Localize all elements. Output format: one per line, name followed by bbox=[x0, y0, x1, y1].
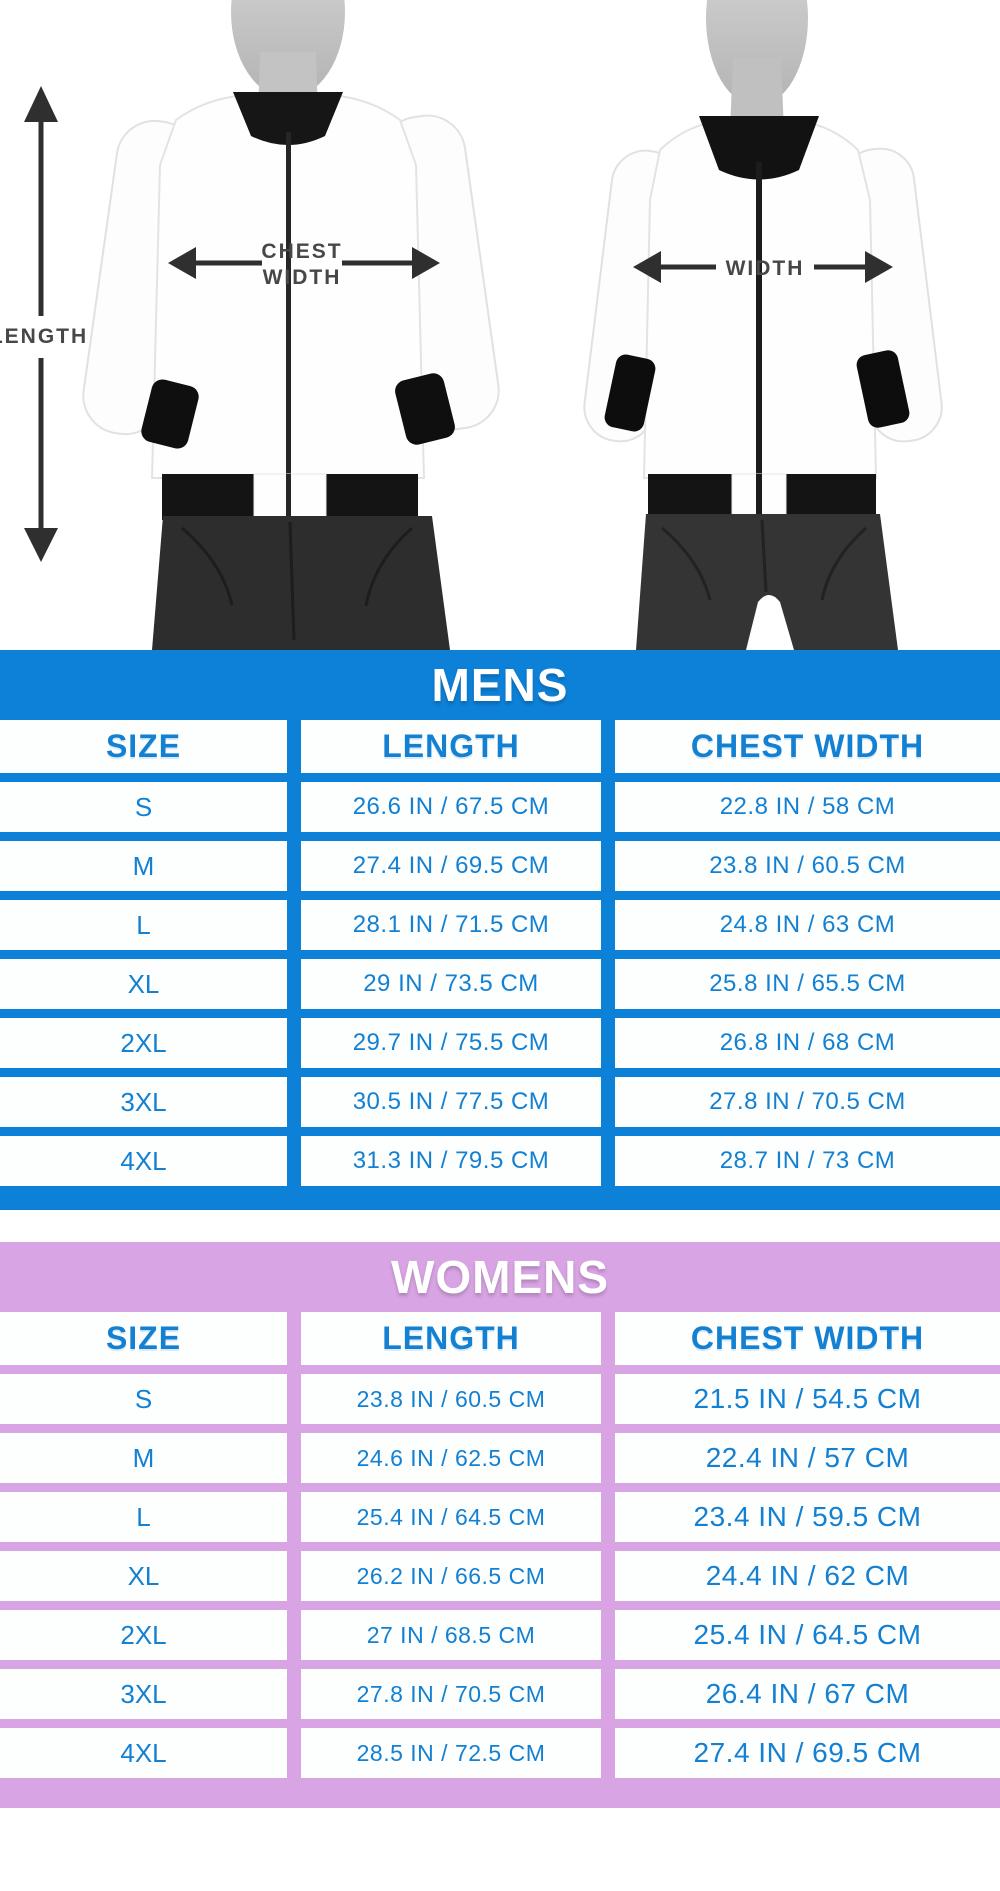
chest-width-label-line2: WIDTH bbox=[263, 266, 342, 289]
jeans-fly bbox=[288, 521, 296, 641]
mens-row-3xl-size: 3XL bbox=[0, 1077, 287, 1127]
womens-row-2xl-size: 2XL bbox=[0, 1610, 287, 1660]
mens-table-title: MENS bbox=[431, 659, 569, 711]
womens-row-xl-length: 26.2 IN / 66.5 CM bbox=[301, 1551, 601, 1601]
arrow-left-icon bbox=[633, 251, 661, 283]
womens-row-l-chest: 23.4 IN / 59.5 CM bbox=[615, 1492, 1000, 1542]
jacket-collar bbox=[699, 116, 819, 180]
jacket-cuff-right bbox=[856, 350, 910, 428]
womens-row-xl-chest: 24.4 IN / 62 CM bbox=[615, 1551, 1000, 1601]
jeans-pocket-right bbox=[364, 526, 414, 607]
jacket-cuff-left bbox=[141, 379, 199, 449]
arrow-right-icon bbox=[865, 251, 893, 283]
womens-row-xl-size: XL bbox=[0, 1551, 287, 1601]
chest-width-arrow: CHEST WIDTH bbox=[168, 240, 440, 289]
mens-row-m-size: M bbox=[0, 841, 287, 891]
mens-mannequin bbox=[82, 0, 500, 650]
jeans bbox=[636, 514, 898, 650]
mens-row-3xl-length: 30.5 IN / 77.5 CM bbox=[301, 1077, 601, 1127]
mens-column-header-length: LENGTH bbox=[301, 720, 601, 773]
mens-row-2xl-length: 29.7 IN / 75.5 CM bbox=[301, 1018, 601, 1068]
jacket-collar bbox=[233, 92, 343, 145]
womens-column-header-length: LENGTH bbox=[301, 1312, 601, 1365]
jeans bbox=[152, 516, 450, 650]
mens-row-xl-chest: 25.8 IN / 65.5 CM bbox=[615, 959, 1000, 1009]
mens-row-3xl-chest: 27.8 IN / 70.5 CM bbox=[615, 1077, 1000, 1127]
mens-row-xl-size: XL bbox=[0, 959, 287, 1009]
mens-row-s-chest: 22.8 IN / 58 CM bbox=[615, 782, 1000, 832]
table-separator bbox=[0, 1210, 1000, 1242]
length-arrow: LENGTH bbox=[0, 86, 88, 562]
mens-row-l-length: 28.1 IN / 71.5 CM bbox=[301, 900, 601, 950]
womens-row-m-chest: 22.4 IN / 57 CM bbox=[615, 1433, 1000, 1483]
mannequin-head bbox=[706, 0, 808, 106]
arrow-up-icon bbox=[24, 86, 58, 122]
arrow-right-icon bbox=[412, 247, 440, 279]
arrow-left-icon bbox=[168, 247, 196, 279]
mens-size-table: MENS SIZE LENGTH CHEST WIDTH S 26.6 IN /… bbox=[0, 650, 1000, 1210]
mens-column-header-size: SIZE bbox=[0, 720, 287, 773]
jacket-zipper-lower bbox=[286, 474, 291, 544]
womens-column-header-size: SIZE bbox=[0, 1312, 287, 1365]
womens-row-s-chest: 21.5 IN / 54.5 CM bbox=[615, 1374, 1000, 1424]
mens-row-s-length: 26.6 IN / 67.5 CM bbox=[301, 782, 601, 832]
arrow-down-icon bbox=[24, 528, 58, 562]
jeans-pocket-left bbox=[181, 526, 234, 606]
womens-row-l-length: 25.4 IN / 64.5 CM bbox=[301, 1492, 601, 1542]
womens-row-2xl-length: 27 IN / 68.5 CM bbox=[301, 1610, 601, 1660]
womens-row-l-size: L bbox=[0, 1492, 287, 1542]
womens-row-4xl-length: 28.5 IN / 72.5 CM bbox=[301, 1728, 601, 1778]
measurement-diagram: LENGTH CHEST WIDTH WIDTH bbox=[0, 0, 1000, 650]
width-label: WIDTH bbox=[726, 257, 805, 280]
womens-row-2xl-chest: 25.4 IN / 64.5 CM bbox=[615, 1610, 1000, 1660]
jacket-zipper bbox=[756, 162, 762, 477]
jacket-cuff-left bbox=[604, 354, 656, 432]
jacket-zipper-lower bbox=[756, 474, 762, 538]
mens-row-l-size: L bbox=[0, 900, 287, 950]
womens-row-3xl-size: 3XL bbox=[0, 1669, 287, 1719]
womens-mannequin bbox=[583, 0, 943, 650]
womens-row-4xl-size: 4XL bbox=[0, 1728, 287, 1778]
mens-row-m-chest: 23.8 IN / 60.5 CM bbox=[615, 841, 1000, 891]
size-diagram-illustration: LENGTH CHEST WIDTH WIDTH bbox=[0, 0, 943, 650]
mens-row-l-chest: 24.8 IN / 63 CM bbox=[615, 900, 1000, 950]
womens-row-m-size: M bbox=[0, 1433, 287, 1483]
chest-width-label-line1: CHEST bbox=[261, 240, 342, 263]
womens-row-3xl-chest: 26.4 IN / 67 CM bbox=[615, 1669, 1000, 1719]
jeans-pocket-right bbox=[820, 526, 867, 601]
jeans-pocket-left bbox=[661, 526, 712, 601]
mens-column-header-chest-width: CHEST WIDTH bbox=[615, 720, 1000, 773]
mens-row-xl-length: 29 IN / 73.5 CM bbox=[301, 959, 601, 1009]
mens-row-s-size: S bbox=[0, 782, 287, 832]
womens-row-s-length: 23.8 IN / 60.5 CM bbox=[301, 1374, 601, 1424]
jacket-zipper bbox=[286, 132, 291, 477]
womens-row-s-size: S bbox=[0, 1374, 287, 1424]
mens-table-grid: SIZE LENGTH CHEST WIDTH S 26.6 IN / 67.5… bbox=[0, 720, 1000, 1186]
mens-row-2xl-size: 2XL bbox=[0, 1018, 287, 1068]
mens-row-4xl-chest: 28.7 IN / 73 CM bbox=[615, 1136, 1000, 1186]
width-arrow: WIDTH bbox=[633, 251, 893, 283]
womens-size-table: WOMENS SIZE LENGTH CHEST WIDTH S 23.8 IN… bbox=[0, 1242, 1000, 1808]
length-label: LENGTH bbox=[0, 325, 88, 348]
jeans-fly bbox=[760, 519, 768, 593]
womens-row-4xl-chest: 27.4 IN / 69.5 CM bbox=[615, 1728, 1000, 1778]
womens-table-title: WOMENS bbox=[390, 1251, 610, 1303]
mens-row-m-length: 27.4 IN / 69.5 CM bbox=[301, 841, 601, 891]
mens-row-4xl-length: 31.3 IN / 79.5 CM bbox=[301, 1136, 601, 1186]
womens-column-header-chest-width: CHEST WIDTH bbox=[615, 1312, 1000, 1365]
jacket-cuff-right bbox=[395, 373, 455, 445]
womens-row-m-length: 24.6 IN / 62.5 CM bbox=[301, 1433, 601, 1483]
womens-table-grid: SIZE LENGTH CHEST WIDTH S 23.8 IN / 60.5… bbox=[0, 1312, 1000, 1778]
womens-row-3xl-length: 27.8 IN / 70.5 CM bbox=[301, 1669, 601, 1719]
mens-row-2xl-chest: 26.8 IN / 68 CM bbox=[615, 1018, 1000, 1068]
mens-row-4xl-size: 4XL bbox=[0, 1136, 287, 1186]
